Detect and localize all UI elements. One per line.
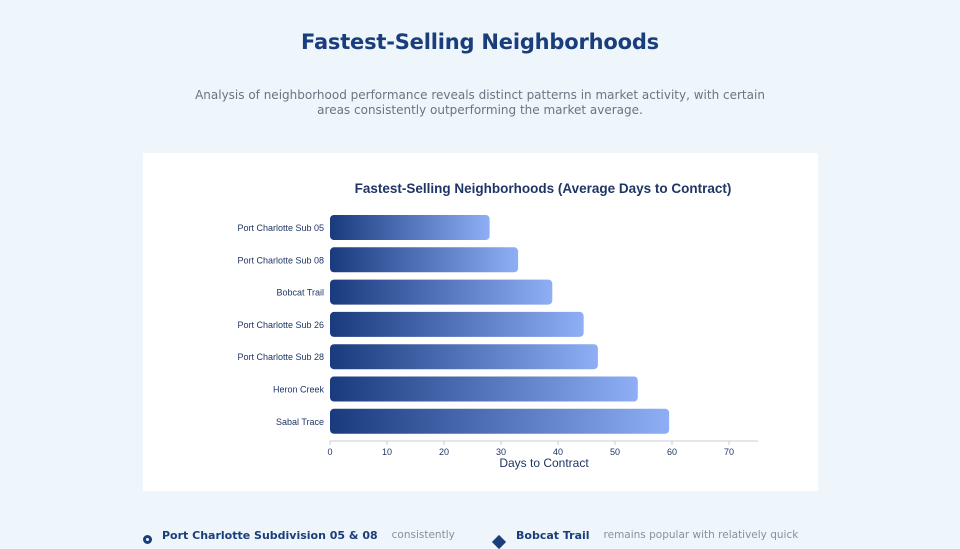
bar (330, 215, 490, 240)
category-label: Bobcat Trail (276, 288, 324, 298)
x-tick-label: 40 (553, 447, 563, 457)
bar (330, 279, 553, 305)
category-label: Port Charlotte Sub 28 (237, 352, 324, 362)
x-tick-label: 50 (610, 447, 620, 457)
bar (330, 344, 598, 370)
category-label: Port Charlotte Sub 08 (237, 255, 324, 265)
note-bobcat-trail: Bobcat Trail remains popular with relati… (491, 528, 799, 549)
bar (330, 311, 584, 337)
chart-title: Fastest-Selling Neighborhoods (Average D… (355, 181, 732, 196)
note-bold: Bobcat Trail (516, 528, 590, 542)
x-tick-label: 0 (327, 447, 332, 457)
location-pin-icon (143, 534, 152, 544)
note-text: remains popular with relatively quick (603, 529, 799, 541)
page-subtitle: Analysis of neighborhood performance rev… (195, 88, 765, 117)
x-tick-label: 70 (724, 447, 734, 457)
note-bold: Port Charlotte Subdivision 05 & 08 (162, 528, 378, 542)
x-tick-label: 30 (496, 447, 506, 457)
x-tick-label: 60 (667, 447, 677, 457)
diamond-icon (491, 534, 507, 549)
category-label: Port Charlotte Sub 05 (237, 223, 324, 233)
x-tick-label: 20 (439, 447, 449, 457)
note-text: consistently (391, 529, 455, 541)
category-label: Sabal Trace (276, 417, 324, 427)
bar-chart: Fastest-Selling Neighborhoods (Average D… (237, 181, 758, 470)
note-port-charlotte: Port Charlotte Subdivision 05 & 08 consi… (143, 528, 455, 544)
x-axis-label: Days to Contract (499, 456, 589, 470)
chart-card: Fastest-Selling Neighborhoods (Average D… (143, 153, 818, 491)
bar (330, 247, 519, 273)
bar (330, 408, 670, 434)
page-title: Fastest-Selling Neighborhoods (301, 30, 659, 54)
category-label: Heron Creek (273, 385, 325, 395)
bar (330, 376, 638, 402)
category-label: Port Charlotte Sub 26 (237, 320, 324, 330)
x-tick-label: 10 (382, 447, 392, 457)
